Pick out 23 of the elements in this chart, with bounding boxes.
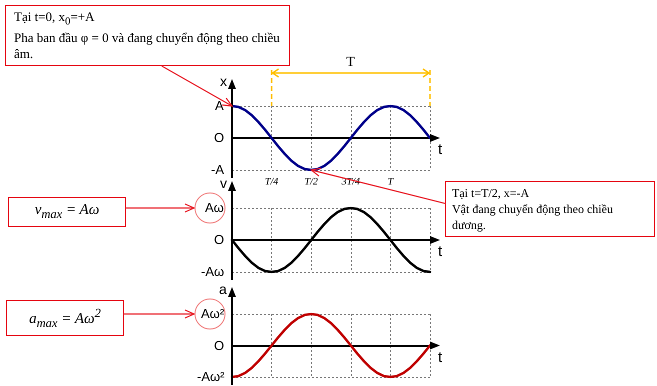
- text: O: [214, 130, 224, 145]
- text: -Aω²: [197, 369, 224, 384]
- text: O: [214, 338, 224, 352]
- x-axis-title: t: [438, 243, 442, 260]
- text: Aω: [205, 200, 224, 215]
- text: -Aω: [201, 264, 224, 279]
- x-tick-label: T/4: [264, 176, 278, 188]
- text: Aω²: [201, 306, 224, 321]
- y-axis-title: v: [220, 175, 227, 191]
- x-axis-title: t: [438, 141, 442, 158]
- x-tick-label: T/2: [304, 176, 318, 188]
- text: v$_{max}$ = Aω: [8, 197, 126, 227]
- text: O: [214, 232, 224, 247]
- y-axis-title: a: [219, 281, 227, 297]
- text: -A: [211, 162, 224, 177]
- text: A: [215, 98, 224, 113]
- x-axis-title: t: [438, 348, 442, 366]
- annotation: Tại t=T/2, x=-A Vật đang chuyển động theo chiều dương.: [445, 181, 655, 237]
- y-axis-title: x: [220, 73, 227, 89]
- x-tick-label: T: [388, 176, 395, 188]
- text: T: [346, 55, 355, 70]
- text: Tại t=0, x$_{0}$=+A Pha ban đầu φ = 0 và đang chuyển động theo chiều âm.: [5, 5, 290, 66]
- text: a$_{max}$ = Aω$^{2}$: [6, 300, 124, 336]
